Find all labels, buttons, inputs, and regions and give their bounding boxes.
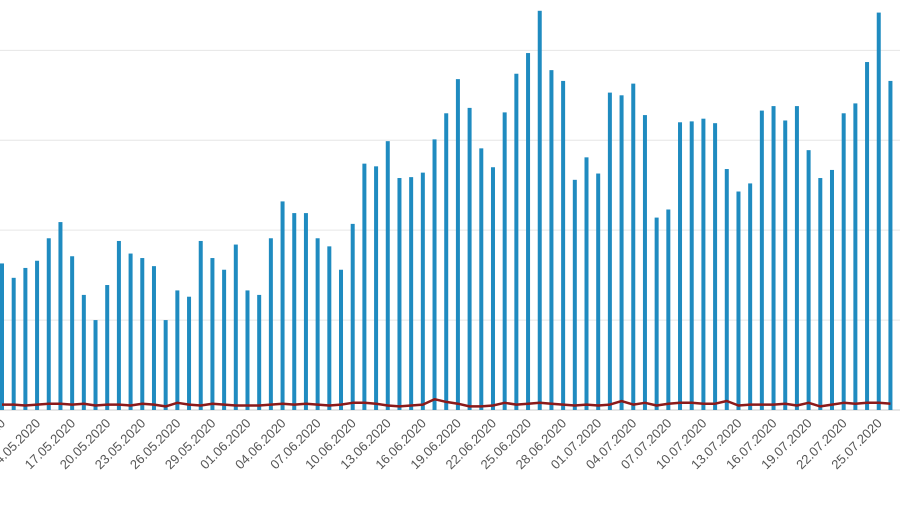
bar	[631, 83, 636, 411]
bar	[268, 238, 273, 410]
bar	[187, 296, 192, 410]
bar	[46, 238, 51, 410]
bar	[397, 178, 402, 410]
bar	[105, 285, 110, 410]
bar	[678, 122, 683, 410]
bar	[759, 110, 764, 410]
bar	[303, 213, 308, 410]
bar	[257, 294, 262, 410]
bar	[93, 320, 98, 410]
bar	[374, 166, 379, 410]
bar	[479, 148, 484, 410]
bar	[455, 79, 460, 411]
bar	[865, 62, 870, 410]
bar	[783, 120, 788, 410]
bar	[771, 106, 776, 410]
bar	[736, 191, 741, 410]
bar	[818, 178, 823, 410]
bar	[362, 163, 367, 410]
bar	[876, 12, 881, 411]
bar	[713, 123, 718, 411]
bar	[467, 107, 472, 410]
bar	[210, 258, 215, 410]
bar	[198, 240, 203, 410]
bar	[280, 201, 285, 410]
bar	[35, 260, 40, 410]
bar	[292, 213, 297, 410]
bar	[654, 217, 659, 410]
bar	[128, 253, 133, 410]
bar	[829, 169, 834, 410]
bar	[151, 266, 156, 410]
bar	[327, 246, 332, 410]
bar	[748, 183, 753, 410]
bar	[502, 112, 507, 410]
bar	[549, 70, 554, 410]
bar	[888, 80, 893, 410]
bar	[607, 92, 612, 410]
bar	[561, 80, 566, 410]
bar	[233, 244, 238, 410]
bar	[23, 267, 28, 410]
bar	[339, 269, 344, 410]
bar	[526, 53, 531, 410]
bar	[409, 177, 414, 410]
bar	[490, 167, 495, 410]
bar	[853, 103, 858, 411]
bar	[514, 73, 519, 410]
bar	[701, 118, 706, 411]
bar	[81, 294, 86, 410]
bar	[444, 113, 449, 410]
bar	[584, 157, 589, 410]
bar	[724, 169, 729, 410]
bar	[350, 223, 355, 410]
bar	[642, 115, 647, 411]
bar	[794, 106, 799, 410]
bar	[806, 150, 811, 410]
bar	[385, 141, 390, 410]
bar	[537, 10, 542, 411]
bar	[596, 173, 601, 410]
bar	[140, 258, 145, 410]
bar	[58, 222, 63, 410]
bar	[420, 172, 425, 410]
bar	[666, 209, 671, 410]
bar	[222, 269, 227, 410]
bar	[315, 238, 320, 410]
bar	[11, 277, 16, 410]
bar	[572, 179, 577, 410]
bar	[0, 263, 4, 410]
line	[2, 397, 891, 408]
bar	[245, 290, 250, 410]
bar	[116, 240, 121, 410]
bar	[689, 121, 694, 410]
bar	[163, 320, 168, 410]
bar	[175, 290, 180, 410]
bar	[841, 113, 846, 410]
bar	[619, 95, 624, 411]
bar	[70, 256, 75, 410]
bar	[432, 139, 437, 411]
